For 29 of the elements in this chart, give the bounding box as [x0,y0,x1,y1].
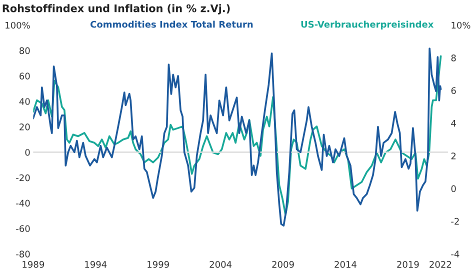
y-tick-label: 20 [20,124,30,130]
x-tick-label: 1999 [148,260,169,268]
x-tick-label: 2019 [397,260,419,268]
y-tick-label: -60 [16,225,30,232]
y2-tick-label: -2 [451,218,459,225]
y-tick-label: 80 [20,47,30,54]
text: Commodities Index Total Return [90,20,253,28]
y2-tick-label: 6 [451,87,456,94]
y2-tick-label: 8 [451,54,456,62]
x-tick-label: 2004 [210,260,232,268]
x-tick-label: 2009 [272,260,294,268]
y-tick-label: 0 [25,148,30,156]
y-tick-label: 40 [19,98,30,105]
y2-tick-label: 2 [451,152,456,160]
y-tick-label: 100% [6,22,30,29]
y-tick-label: -20 [16,174,30,182]
x-tick-label: 1989 [22,260,44,268]
chart-title: Rohstoffindex und Inflation (in % z.Vj.) [2,4,230,14]
y-tick-label: 60 [20,72,30,80]
x-tick-label: 1994 [85,260,107,268]
y2-tick-label: 4 [451,120,456,127]
text: US-Verbraucherpreisindex [301,20,434,30]
y-tick-label: -40 [16,200,30,207]
x-tick-label: 2014 [334,260,356,268]
y2-tick-label: 0 [451,185,456,192]
y2-tick-label: -4 [451,250,460,258]
y2-tick-label: 10% [452,22,470,29]
y-tick-label: -80 [16,250,30,258]
x-tick-label: 2022 [430,260,452,268]
